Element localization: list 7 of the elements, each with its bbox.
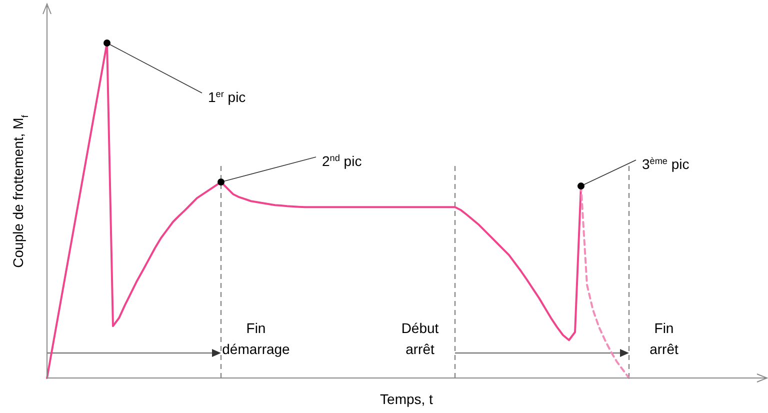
annotation: Début arrêt	[401, 320, 439, 357]
annotation: 2$^{nd}$ pic	[322, 153, 362, 170]
annotation: 1$^{er}$ pic	[208, 89, 246, 105]
annotation: Fin démarrage	[222, 320, 290, 357]
annotation: 3$^{ème}$ pic	[642, 156, 690, 172]
annotation: Fin arrêt	[650, 320, 678, 357]
x-axis-title: Temps, t	[380, 391, 434, 407]
